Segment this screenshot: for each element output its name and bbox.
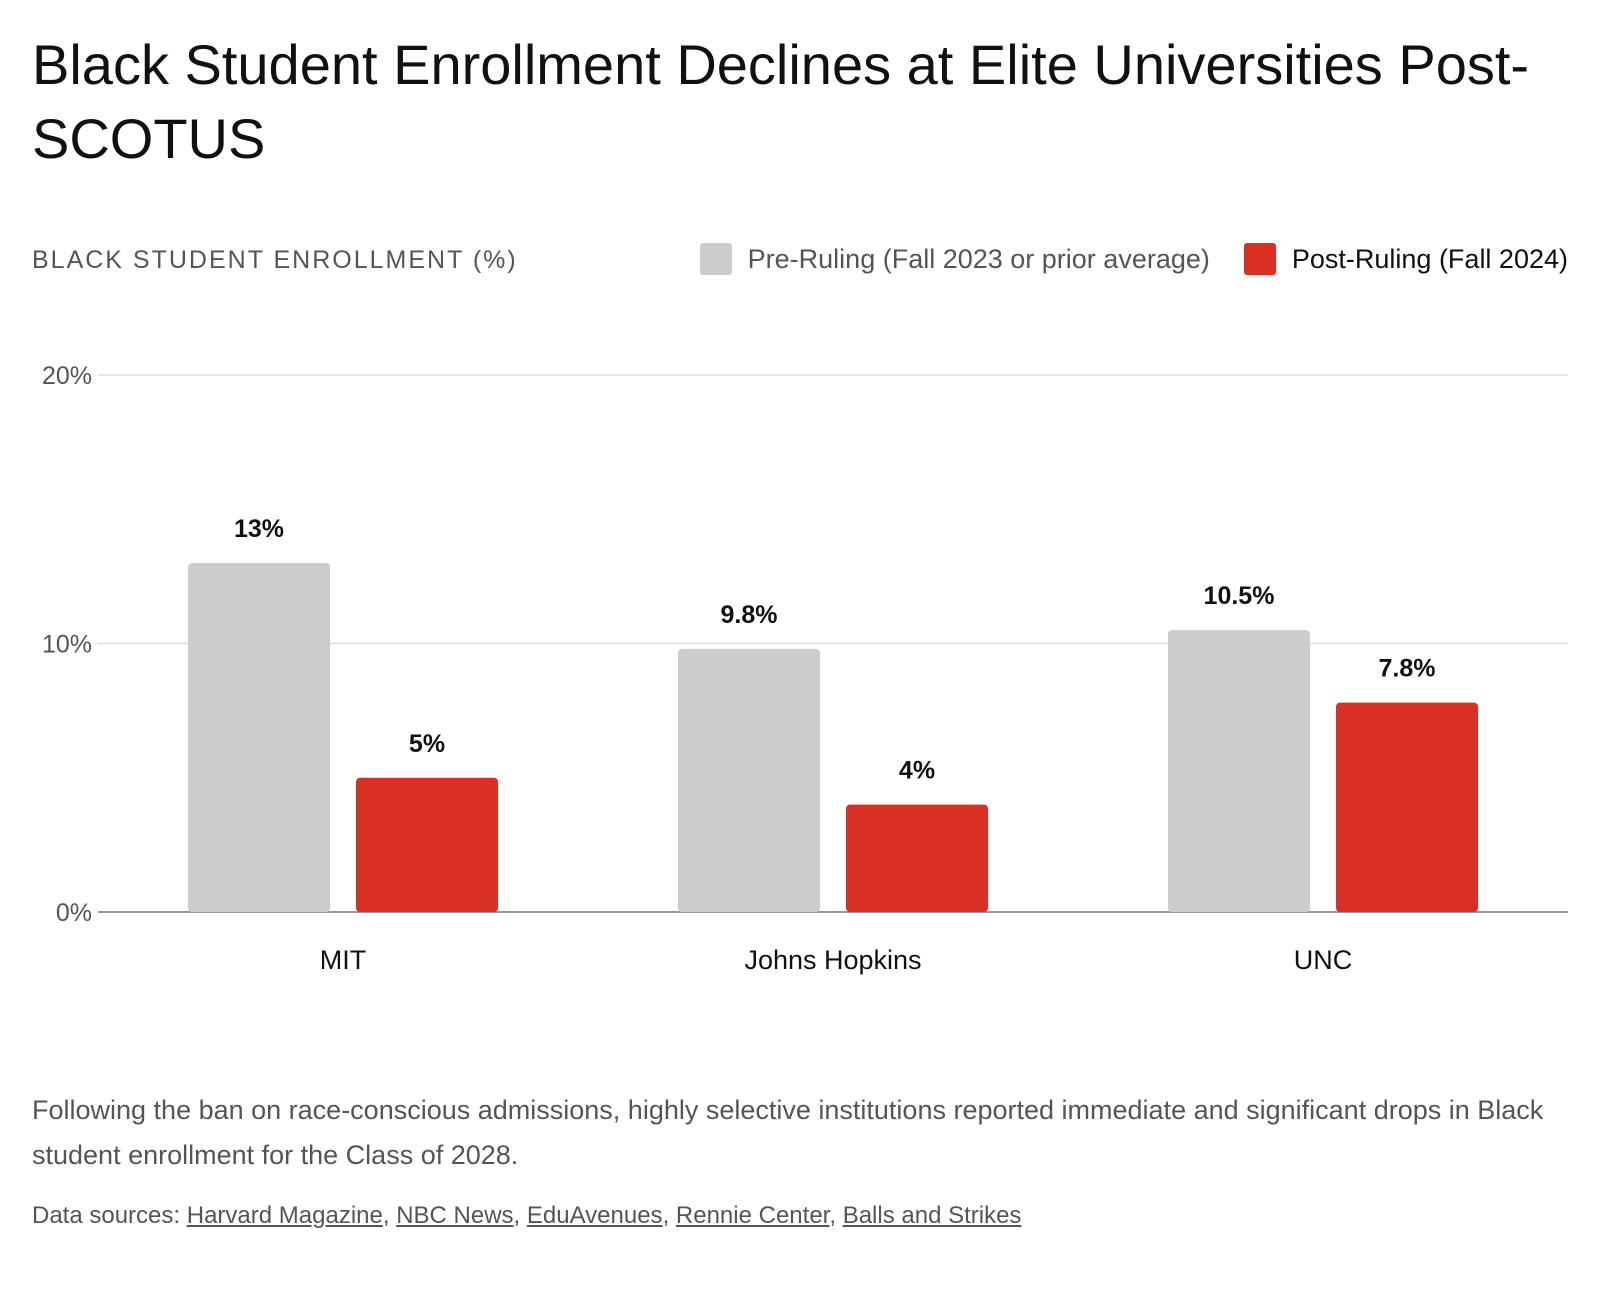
bar-post-ruling [1336, 702, 1478, 912]
data-label: 10.5% [1204, 582, 1275, 610]
data-label: 5% [409, 730, 445, 758]
legend-label-pre: Pre-Ruling (Fall 2023 or prior average) [747, 243, 1210, 274]
source-link-nbc-news[interactable]: NBC News [396, 1202, 514, 1229]
legend-label-post: Post-Ruling (Fall 2024) [1291, 243, 1568, 274]
source-link-rennie-center[interactable]: Rennie Center [675, 1202, 830, 1229]
source-link-eduavenues[interactable]: EduAvenues [526, 1202, 663, 1229]
legend-item-pre: Pre-Ruling (Fall 2023 or prior average) [699, 243, 1210, 275]
data-label: 13% [234, 515, 284, 543]
legend-swatch-post [1243, 243, 1276, 275]
chart-title: Black Student Enrollment Declines at Eli… [32, 33, 1530, 170]
source-link-harvard-magazine[interactable]: Harvard Magazine [186, 1202, 383, 1229]
data-label: 9.8% [721, 601, 778, 629]
y-axis-label: BLACK STUDENT ENROLLMENT (%) [32, 246, 518, 274]
data-label: 7.8% [1379, 655, 1436, 683]
x-tick-label: MIT [320, 945, 367, 975]
bar-pre-ruling [678, 648, 820, 912]
bar-post-ruling [846, 804, 988, 912]
data-label: 4% [899, 757, 935, 785]
y-tick-label: 10% [42, 631, 92, 659]
x-tick-label: UNC [1294, 945, 1353, 975]
x-tick-label: Johns Hopkins [744, 945, 921, 975]
source-link-balls-and-strikes[interactable]: Balls and Strikes [842, 1202, 1022, 1229]
chart-caption: Following the ban on race-conscious admi… [32, 1095, 1544, 1170]
y-tick-label: 20% [42, 362, 92, 390]
bar-post-ruling [356, 777, 498, 912]
y-tick-label: 0% [56, 899, 92, 927]
data-sources: Data sources: Harvard Magazine, NBC News… [32, 1202, 1022, 1229]
legend-swatch-pre [699, 243, 732, 275]
legend: Pre-Ruling (Fall 2023 or prior average) … [699, 243, 1568, 275]
bar-pre-ruling [1168, 630, 1310, 912]
bar-chart: 0% 10% 20% 13% 5% MIT 9.8% 4% Johns Hopkins 10.5%… [42, 362, 1568, 975]
bar-pre-ruling [188, 562, 330, 912]
sources-label: Data sources: [32, 1202, 181, 1229]
legend-item-post: Post-Ruling (Fall 2024) [1243, 243, 1568, 275]
